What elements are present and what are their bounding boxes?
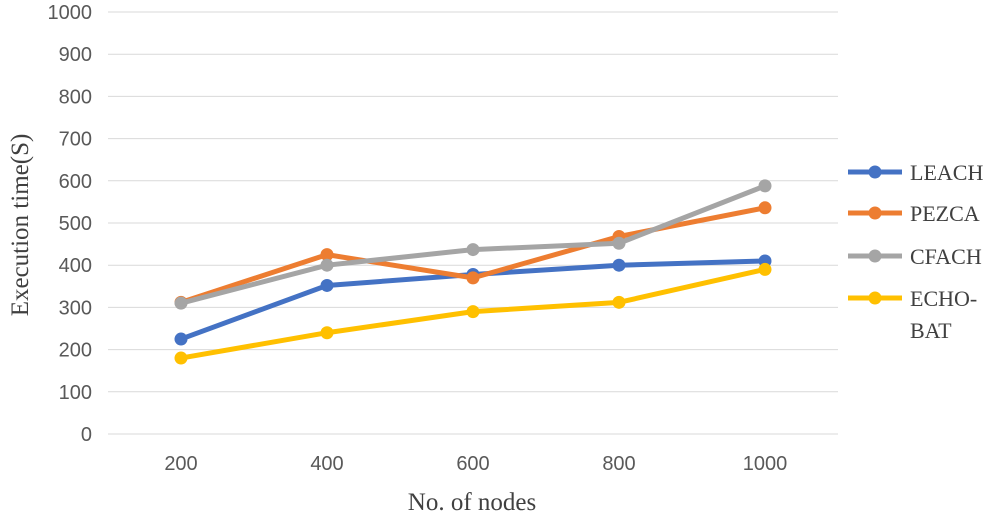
- x-tick-label: 1000: [743, 453, 788, 475]
- data-point: [758, 179, 772, 193]
- y-tick-label: 0: [81, 424, 92, 446]
- y-axis-ticks: 0 100 200 300 400 500 600 700 800 900 1000: [48, 2, 93, 446]
- x-tick-label: 800: [602, 453, 635, 475]
- legend: LEACH PEZCA CFACH ECHO- BAT: [848, 160, 983, 343]
- x-tick-label: 200: [164, 453, 197, 475]
- data-point: [466, 305, 480, 319]
- y-tick-label: 500: [59, 213, 92, 235]
- legend-label: BAT: [910, 318, 952, 343]
- data-point: [466, 243, 480, 257]
- data-point: [758, 201, 772, 215]
- series-cfach: [174, 179, 772, 310]
- data-point: [612, 236, 626, 250]
- series-leach: [174, 254, 772, 346]
- legend-item-leach: LEACH: [848, 160, 983, 185]
- data-point: [612, 295, 626, 309]
- data-point: [174, 332, 188, 346]
- legend-marker: [868, 206, 882, 220]
- y-tick-label: 200: [59, 340, 92, 362]
- x-tick-label: 600: [456, 453, 489, 475]
- y-tick-label: 400: [59, 255, 92, 277]
- data-point: [320, 278, 334, 292]
- legend-label: PEZCA: [910, 201, 980, 226]
- x-tick-label: 400: [310, 453, 343, 475]
- y-tick-label: 600: [59, 171, 92, 193]
- data-point: [174, 296, 188, 310]
- data-point: [320, 258, 334, 272]
- data-point: [320, 326, 334, 340]
- x-axis-ticks: 200 400 600 800 1000: [164, 453, 787, 475]
- y-tick-label: 300: [59, 297, 92, 319]
- gridlines: [108, 11, 838, 435]
- legend-item-echo-bat: ECHO- BAT: [848, 286, 977, 343]
- data-point: [466, 271, 480, 285]
- legend-marker: [868, 165, 882, 179]
- legend-marker: [868, 291, 882, 305]
- legend-label: CFACH: [910, 244, 982, 269]
- y-tick-label: 1000: [48, 2, 93, 24]
- legend-item-cfach: CFACH: [848, 244, 982, 269]
- data-point: [612, 258, 626, 272]
- y-tick-label: 800: [59, 86, 92, 108]
- legend-label: LEACH: [910, 160, 983, 185]
- data-point: [174, 351, 188, 365]
- y-tick-label: 100: [59, 382, 92, 404]
- series-echo-bat: [174, 262, 772, 365]
- series-layer: [174, 179, 772, 365]
- x-axis-title: No. of nodes: [408, 489, 536, 516]
- y-tick-label: 700: [59, 129, 92, 151]
- legend-item-pezca: PEZCA: [848, 201, 980, 226]
- data-point: [320, 248, 334, 262]
- y-tick-label: 900: [59, 44, 92, 66]
- y-axis-title: Execution time(S): [7, 134, 34, 317]
- data-point: [758, 262, 772, 276]
- legend-marker: [868, 249, 882, 263]
- legend-label: ECHO-: [910, 286, 977, 311]
